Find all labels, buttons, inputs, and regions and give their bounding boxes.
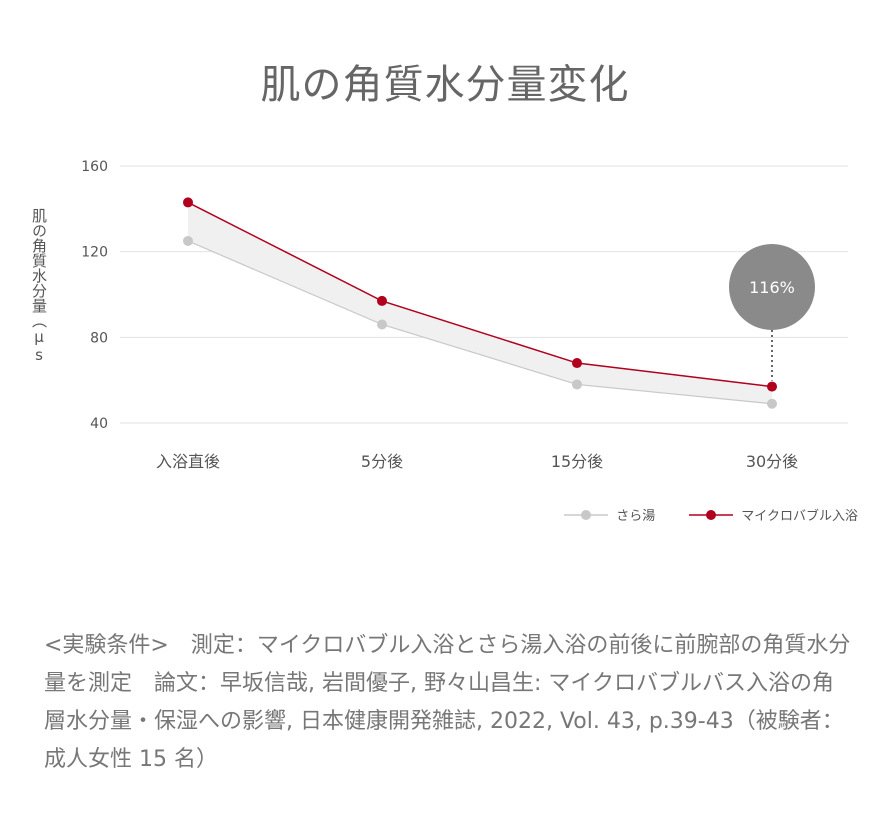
x-tick-label-0: 入浴直後	[156, 452, 220, 471]
data-point-1-3	[767, 381, 777, 392]
y-tick-label-80: 80	[90, 330, 108, 346]
y-tick-label-160: 160	[81, 159, 108, 175]
y-tick-label-120: 120	[81, 245, 108, 261]
x-tick-label-1: 5分後	[361, 452, 403, 471]
legend-label-microbubble: マイクロバブル入浴	[741, 509, 858, 524]
data-point-0-3	[767, 398, 777, 409]
x-tick-label-2: 15分後	[551, 452, 603, 471]
difference-band	[188, 202, 772, 404]
annotation-bubble	[729, 244, 815, 330]
legend-marker-microbubble	[689, 509, 734, 520]
data-point-0-1	[377, 319, 387, 330]
legend-item-microbubble: マイクロバブル入浴	[689, 505, 858, 524]
legend-item-plain-bath: さら湯	[564, 505, 655, 524]
data-point-1-2	[572, 358, 582, 369]
legend-marker-plain-bath	[564, 509, 609, 520]
line-chart: 40 80 120 160 入浴直後 5分後 15分後 30分後 116%	[81, 159, 848, 471]
data-point-0-0	[183, 235, 193, 246]
chart-title: 肌の角質水分量変化	[260, 62, 630, 108]
y-axis-label: 肌の角質水分量（μs	[30, 208, 48, 364]
series-line-1	[187, 201, 773, 388]
annotation-label: 116%	[749, 278, 795, 297]
data-point-1-0	[183, 197, 193, 208]
legend: さら湯 マイクロバブル入浴	[564, 505, 858, 524]
series-line-0	[187, 240, 773, 405]
x-tick-label-3: 30分後	[746, 452, 798, 471]
y-tick-label-40: 40	[90, 416, 108, 432]
legend-label-plain-bath: さら湯	[616, 509, 656, 524]
data-point-0-2	[572, 379, 582, 390]
data-point-1-1	[377, 295, 387, 306]
experiment-footnote: <実験条件> 測定：マイクロバブル入浴とさら湯入浴の前後に前腕部の角質水分量を測…	[44, 633, 851, 772]
